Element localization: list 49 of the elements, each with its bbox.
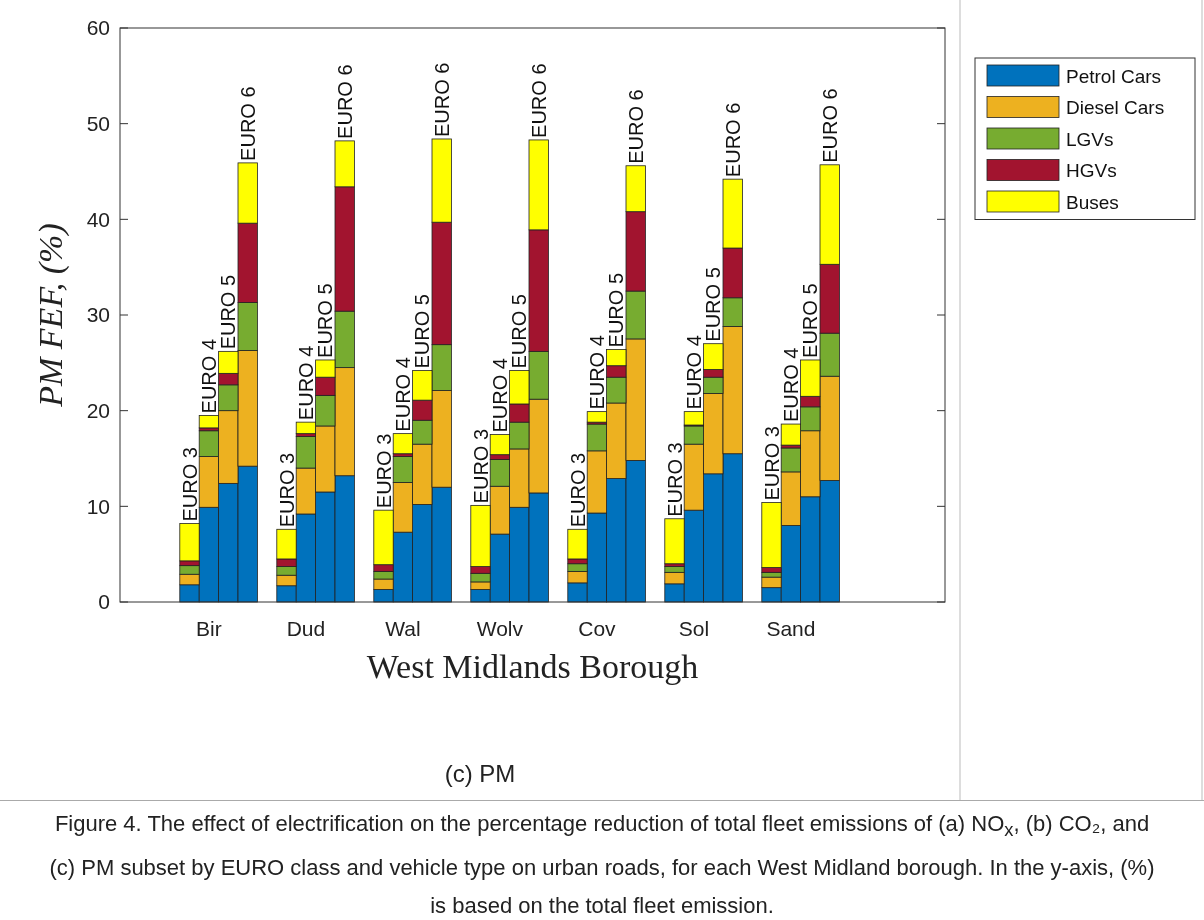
x-tick-label: Dud (286, 617, 326, 640)
legend-label: Diesel Cars (1066, 97, 1165, 119)
data-label: EURO 6 (236, 86, 259, 161)
caption: Figure 4. The effect of electrification on the percentage reduction of total fleet emissions of (a) NO$_{x}$, (b) CO₂, and (c) PM subset by EURO class and vehicle type on urban roads, for each West Midland borough. In the y-axis, (%) is based on the total fleet emission. (48, 810, 1156, 920)
x-tick-label: Cov (578, 617, 617, 640)
data-label: EURO 5 (411, 294, 434, 369)
data-label: EURO 5 (799, 283, 822, 358)
data-label: EURO 5 (508, 294, 531, 369)
data-label: EURO 6 (527, 63, 550, 138)
x-tick-label: Wolv (476, 617, 524, 640)
y-tick-label: 30 (86, 303, 110, 327)
data-label: EURO 4 (197, 338, 220, 414)
data-label: EURO 4 (585, 335, 608, 410)
data-label: EURO 3 (760, 426, 783, 501)
data-label: EURO 6 (818, 88, 841, 163)
data-label: EURO 3 (275, 452, 298, 528)
data-label: EURO 5 (217, 274, 240, 350)
data-label: EURO 6 (624, 89, 647, 164)
y-tick-label: 50 (86, 112, 110, 136)
data-label: EURO 5 (314, 283, 337, 358)
x-tick-label: Bir (196, 617, 222, 640)
data-label: EURO 6 (430, 62, 453, 137)
legend-label: Petrol Cars (1066, 65, 1162, 87)
x-axis-title: West Midlands Borough (366, 648, 699, 685)
y-tick-label: 20 (86, 399, 110, 423)
data-label: EURO 6 (333, 64, 356, 139)
x-tick-label: Sol (678, 617, 710, 640)
data-label: EURO 3 (178, 447, 201, 522)
data-label: EURO 3 (663, 442, 686, 517)
data-label: EURO 5 (702, 267, 725, 342)
legend-label: Buses (1066, 191, 1119, 213)
data-label: EURO 3 (372, 433, 395, 509)
y-tick-label: 10 (86, 494, 110, 518)
x-tick-label: Sand (766, 617, 816, 640)
text: (c) PM (444, 760, 516, 787)
y-axis-title: PM FEF, (%) (32, 223, 70, 408)
data-label: EURO 3 (566, 452, 589, 528)
y-tick-label: 40 (86, 207, 110, 231)
data-label: EURO 4 (682, 335, 705, 410)
data-label: EURO 4 (294, 345, 317, 421)
x-tick-label: Wal (385, 617, 421, 640)
data-label: EURO 4 (779, 347, 802, 423)
legend-label: HGVs (1066, 160, 1117, 182)
y-tick-label: 60 (86, 16, 110, 40)
data-label: EURO 6 (721, 102, 744, 178)
legend-label: LGVs (1066, 128, 1114, 150)
y-tick-label: 0 (98, 590, 110, 614)
data-label: EURO 5 (605, 272, 628, 348)
data-label: EURO 4 (391, 357, 414, 432)
